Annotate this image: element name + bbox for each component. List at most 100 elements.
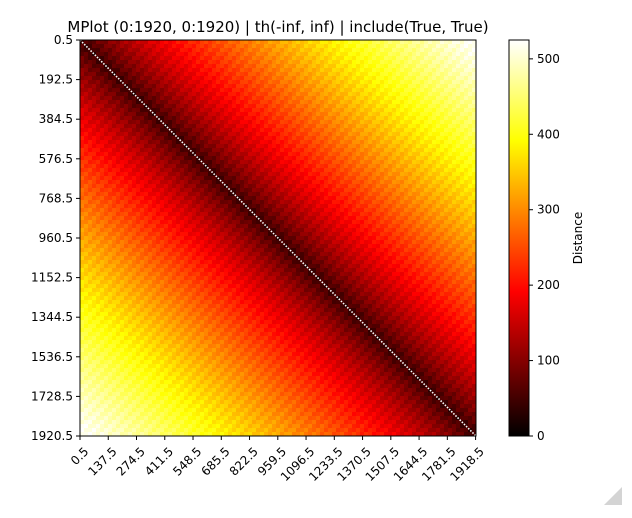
heatmap-cell xyxy=(328,108,333,113)
heatmap-cell xyxy=(444,96,449,101)
heatmap-cell xyxy=(132,152,137,157)
heatmap-cell xyxy=(84,72,89,77)
heatmap-cell xyxy=(260,220,265,225)
heatmap-cell xyxy=(384,84,389,89)
heatmap-cell xyxy=(408,96,413,101)
heatmap-cell xyxy=(344,132,349,137)
heatmap-cell xyxy=(288,72,293,77)
heatmap-cell xyxy=(84,116,89,121)
heatmap-cell xyxy=(264,124,269,129)
heatmap-cell xyxy=(144,204,149,209)
heatmap-cell xyxy=(432,56,437,61)
heatmap-cell xyxy=(408,220,413,225)
heatmap-cell xyxy=(172,236,177,241)
heatmap-cell xyxy=(200,52,205,57)
heatmap-cell xyxy=(280,212,285,217)
heatmap-cell xyxy=(468,160,473,165)
heatmap-cell xyxy=(160,228,165,233)
heatmap-cell xyxy=(300,200,305,205)
heatmap-cell xyxy=(140,112,145,117)
heatmap-cell xyxy=(324,60,329,65)
heatmap-cell xyxy=(312,156,317,161)
heatmap-cell xyxy=(116,164,121,169)
heatmap-cell xyxy=(236,128,241,133)
heatmap-cell xyxy=(424,192,429,197)
heatmap-cell xyxy=(316,124,321,129)
heatmap-cell xyxy=(332,132,337,137)
heatmap-cell xyxy=(148,56,153,61)
heatmap-cell xyxy=(260,88,265,93)
heatmap-cell xyxy=(168,92,173,97)
heatmap-cell xyxy=(448,168,453,173)
heatmap-cell xyxy=(212,80,217,85)
heatmap-cell xyxy=(192,120,197,125)
heatmap-cell xyxy=(284,208,289,213)
heatmap-cell xyxy=(320,200,325,205)
heatmap-cell xyxy=(92,104,97,109)
heatmap-cell xyxy=(100,208,105,213)
heatmap-cell xyxy=(124,144,129,149)
heatmap-cell xyxy=(232,200,237,205)
heatmap-cell xyxy=(140,76,145,81)
heatmap-cell xyxy=(392,136,397,141)
heatmap-cell xyxy=(164,132,169,137)
heatmap-cell xyxy=(100,196,105,201)
heatmap-cell xyxy=(84,112,89,117)
heatmap-cell xyxy=(120,216,125,221)
heatmap-cell xyxy=(284,164,289,169)
heatmap-cell xyxy=(468,60,473,65)
heatmap-cell xyxy=(236,124,241,129)
heatmap-cell xyxy=(368,88,373,93)
heatmap-cell xyxy=(316,144,321,149)
heatmap-cell xyxy=(436,160,441,165)
heatmap-cell xyxy=(440,80,445,85)
heatmap-cell xyxy=(112,116,117,121)
heatmap-cell xyxy=(400,44,405,49)
heatmap-cell xyxy=(128,192,133,197)
heatmap-cell xyxy=(212,164,217,169)
heatmap-cell xyxy=(408,92,413,97)
heatmap-cell xyxy=(420,84,425,89)
heatmap-cell xyxy=(276,96,281,101)
heatmap-cell xyxy=(372,168,377,173)
heatmap-cell xyxy=(92,148,97,153)
heatmap-cell xyxy=(312,92,317,97)
heatmap-cell xyxy=(212,132,217,137)
heatmap-cell xyxy=(348,216,353,221)
heatmap-cell xyxy=(284,68,289,73)
heatmap-cell xyxy=(256,48,261,53)
heatmap-cell xyxy=(420,224,425,229)
heatmap-cell xyxy=(192,136,197,141)
heatmap-cell xyxy=(156,196,161,201)
heatmap-cell xyxy=(256,96,261,101)
heatmap-cell xyxy=(312,140,317,145)
heatmap-cell xyxy=(196,116,201,121)
heatmap-cell xyxy=(400,88,405,93)
heatmap-cell xyxy=(432,220,437,225)
heatmap-cell xyxy=(92,60,97,65)
heatmap-cell xyxy=(256,80,261,85)
heatmap-cell xyxy=(104,156,109,161)
heatmap-cell xyxy=(120,236,125,241)
heatmap-cell xyxy=(376,128,381,133)
heatmap-cell xyxy=(240,152,245,157)
heatmap-cell xyxy=(112,96,117,101)
heatmap-cell xyxy=(204,188,209,193)
heatmap-cell xyxy=(368,68,373,73)
heatmap-cell xyxy=(304,64,309,69)
heatmap-cell xyxy=(204,140,209,145)
heatmap-cell xyxy=(428,204,433,209)
heatmap-cell xyxy=(180,128,185,133)
heatmap-cell xyxy=(448,132,453,137)
heatmap-cell xyxy=(232,120,237,125)
heatmap-cell xyxy=(428,112,433,117)
heatmap-cell xyxy=(100,144,105,149)
heatmap-cell xyxy=(376,136,381,141)
heatmap-cell xyxy=(272,84,277,89)
heatmap-cell xyxy=(428,132,433,137)
heatmap-cell xyxy=(164,124,169,129)
heatmap-cell xyxy=(80,140,85,145)
heatmap-cell xyxy=(356,236,361,241)
heatmap-cell xyxy=(88,228,93,233)
heatmap-cell xyxy=(112,208,117,213)
